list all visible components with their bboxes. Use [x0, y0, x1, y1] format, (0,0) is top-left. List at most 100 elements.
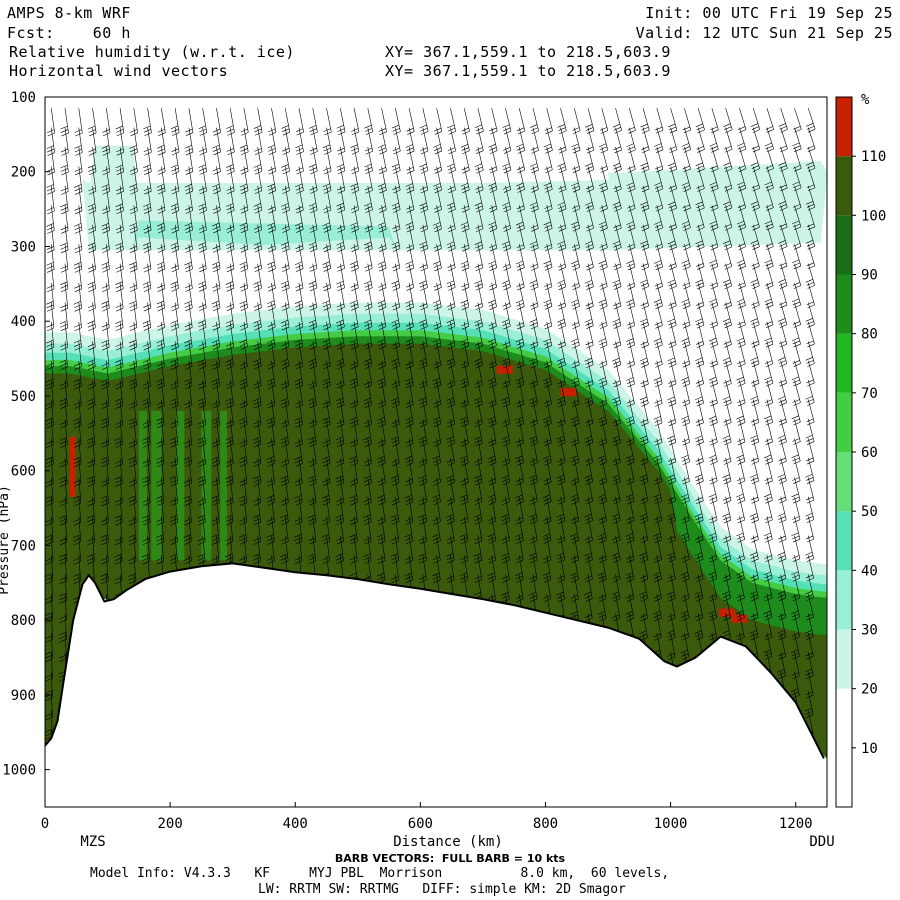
- wind-barb-feather: [101, 417, 109, 422]
- wind-barb-feather: [322, 381, 330, 386]
- wind-barb: [381, 399, 386, 425]
- wind-barb: [229, 535, 234, 562]
- wind-barb-feather: [170, 482, 178, 487]
- wind-barb-feather: [73, 339, 81, 344]
- wind-barb-feather: [682, 344, 691, 348]
- wind-barb-feather: [266, 534, 274, 538]
- wind-barb: [339, 321, 345, 347]
- wind-barb-feather: [447, 225, 455, 229]
- wind-barb-feather: [476, 169, 484, 174]
- wind-barb-feather: [294, 339, 302, 343]
- wind-barb-feather: [405, 144, 413, 148]
- wind-barb: [50, 224, 55, 250]
- wind-barb-feather: [779, 382, 787, 387]
- wind-barb: [381, 438, 386, 464]
- wind-barb: [367, 127, 373, 152]
- wind-barb-feather: [336, 560, 344, 564]
- wind-barb: [106, 205, 110, 231]
- wind-barb: [353, 341, 359, 366]
- wind-barb-feather: [793, 363, 801, 367]
- wind-barb-feather: [391, 124, 400, 129]
- wind-barb: [243, 399, 248, 425]
- wind-barb-feather: [87, 382, 95, 386]
- wind-barb: [725, 496, 732, 521]
- wind-barb-feather: [142, 437, 150, 441]
- wind-barb-feather: [88, 125, 96, 130]
- wind-barb-feather: [157, 145, 165, 149]
- wind-barb-feather: [59, 522, 68, 526]
- wind-barb: [339, 457, 345, 483]
- wind-barb-feather: [419, 420, 427, 424]
- wind-barb: [367, 283, 373, 308]
- wind-barb-feather: [793, 343, 801, 348]
- wind-barb: [463, 399, 469, 424]
- wind-barb: [326, 302, 331, 327]
- wind-barb: [284, 302, 290, 328]
- wind-barb-feather: [710, 285, 719, 290]
- wind-barb-feather: [778, 399, 786, 403]
- rh-streak: [176, 410, 185, 561]
- wind-barb-feather: [226, 229, 235, 234]
- wind-barb-feather: [102, 226, 110, 231]
- wind-barb-feather: [184, 482, 192, 487]
- wind-barb-feather: [60, 269, 69, 273]
- wind-barb: [587, 283, 594, 307]
- wind-barb-feather: [185, 187, 193, 191]
- wind-barb-feather: [199, 132, 207, 136]
- wind-barb-feather: [102, 207, 110, 211]
- wind-barb-feather: [225, 242, 234, 246]
- wind-barb-feather: [419, 423, 428, 428]
- wind-barb-feather: [184, 183, 192, 188]
- wind-barb-feather: [239, 323, 248, 328]
- wind-barb-feather: [627, 146, 635, 151]
- wind-barb: [436, 302, 442, 327]
- wind-barb-feather: [47, 249, 55, 254]
- wind-barb-feather: [681, 399, 690, 404]
- wind-barb-feather: [72, 573, 81, 577]
- wind-barb-feather: [392, 384, 400, 389]
- wind-barb-feather: [350, 222, 358, 226]
- wind-barb: [106, 341, 110, 367]
- wind-barb-feather: [46, 405, 54, 409]
- wind-barb-feather: [281, 346, 290, 350]
- wind-barb-feather: [557, 302, 566, 307]
- wind-barb-feather: [461, 225, 469, 229]
- wind-barb-feather: [295, 443, 303, 448]
- wind-barb-feather: [628, 169, 636, 173]
- wind-barb: [339, 244, 345, 269]
- wind-barb-feather: [420, 131, 429, 135]
- wind-barb-feather: [212, 424, 220, 429]
- wind-barb-feather: [266, 417, 275, 421]
- wind-barb-feather: [115, 284, 123, 289]
- wind-barb: [436, 419, 442, 444]
- wind-barb: [174, 205, 180, 231]
- wind-barb: [450, 496, 455, 522]
- wind-barb-feather: [60, 242, 68, 247]
- wind-barb: [491, 127, 498, 151]
- wind-barb-feather: [295, 424, 303, 428]
- wind-barb-feather: [709, 259, 717, 264]
- wind-barb: [408, 341, 414, 366]
- wind-barb-feather: [239, 537, 247, 542]
- wind-barb-feather: [322, 222, 330, 226]
- wind-barb-feather: [171, 245, 179, 250]
- wind-barb-feather: [254, 206, 262, 211]
- wind-barb-feather: [252, 553, 260, 558]
- wind-barb: [587, 321, 594, 346]
- wind-barb-feather: [544, 166, 552, 170]
- wind-barb-feather: [446, 478, 455, 483]
- wind-barb-feather: [157, 268, 165, 273]
- wind-barb-feather: [709, 263, 718, 267]
- wind-barb-feather: [793, 402, 801, 406]
- wind-barb-feather: [391, 501, 400, 506]
- wind-barb-feather: [335, 397, 344, 402]
- wind-barb-feather: [87, 463, 96, 468]
- wind-barb: [353, 477, 358, 503]
- wind-barb-feather: [294, 537, 302, 542]
- wind-barb-feather: [765, 500, 773, 504]
- wind-barb-feather: [59, 592, 67, 597]
- wind-barb: [64, 127, 69, 153]
- wind-barb-feather: [46, 246, 54, 250]
- wind-barb-feather: [432, 533, 440, 538]
- wind-barb-feather: [751, 500, 759, 504]
